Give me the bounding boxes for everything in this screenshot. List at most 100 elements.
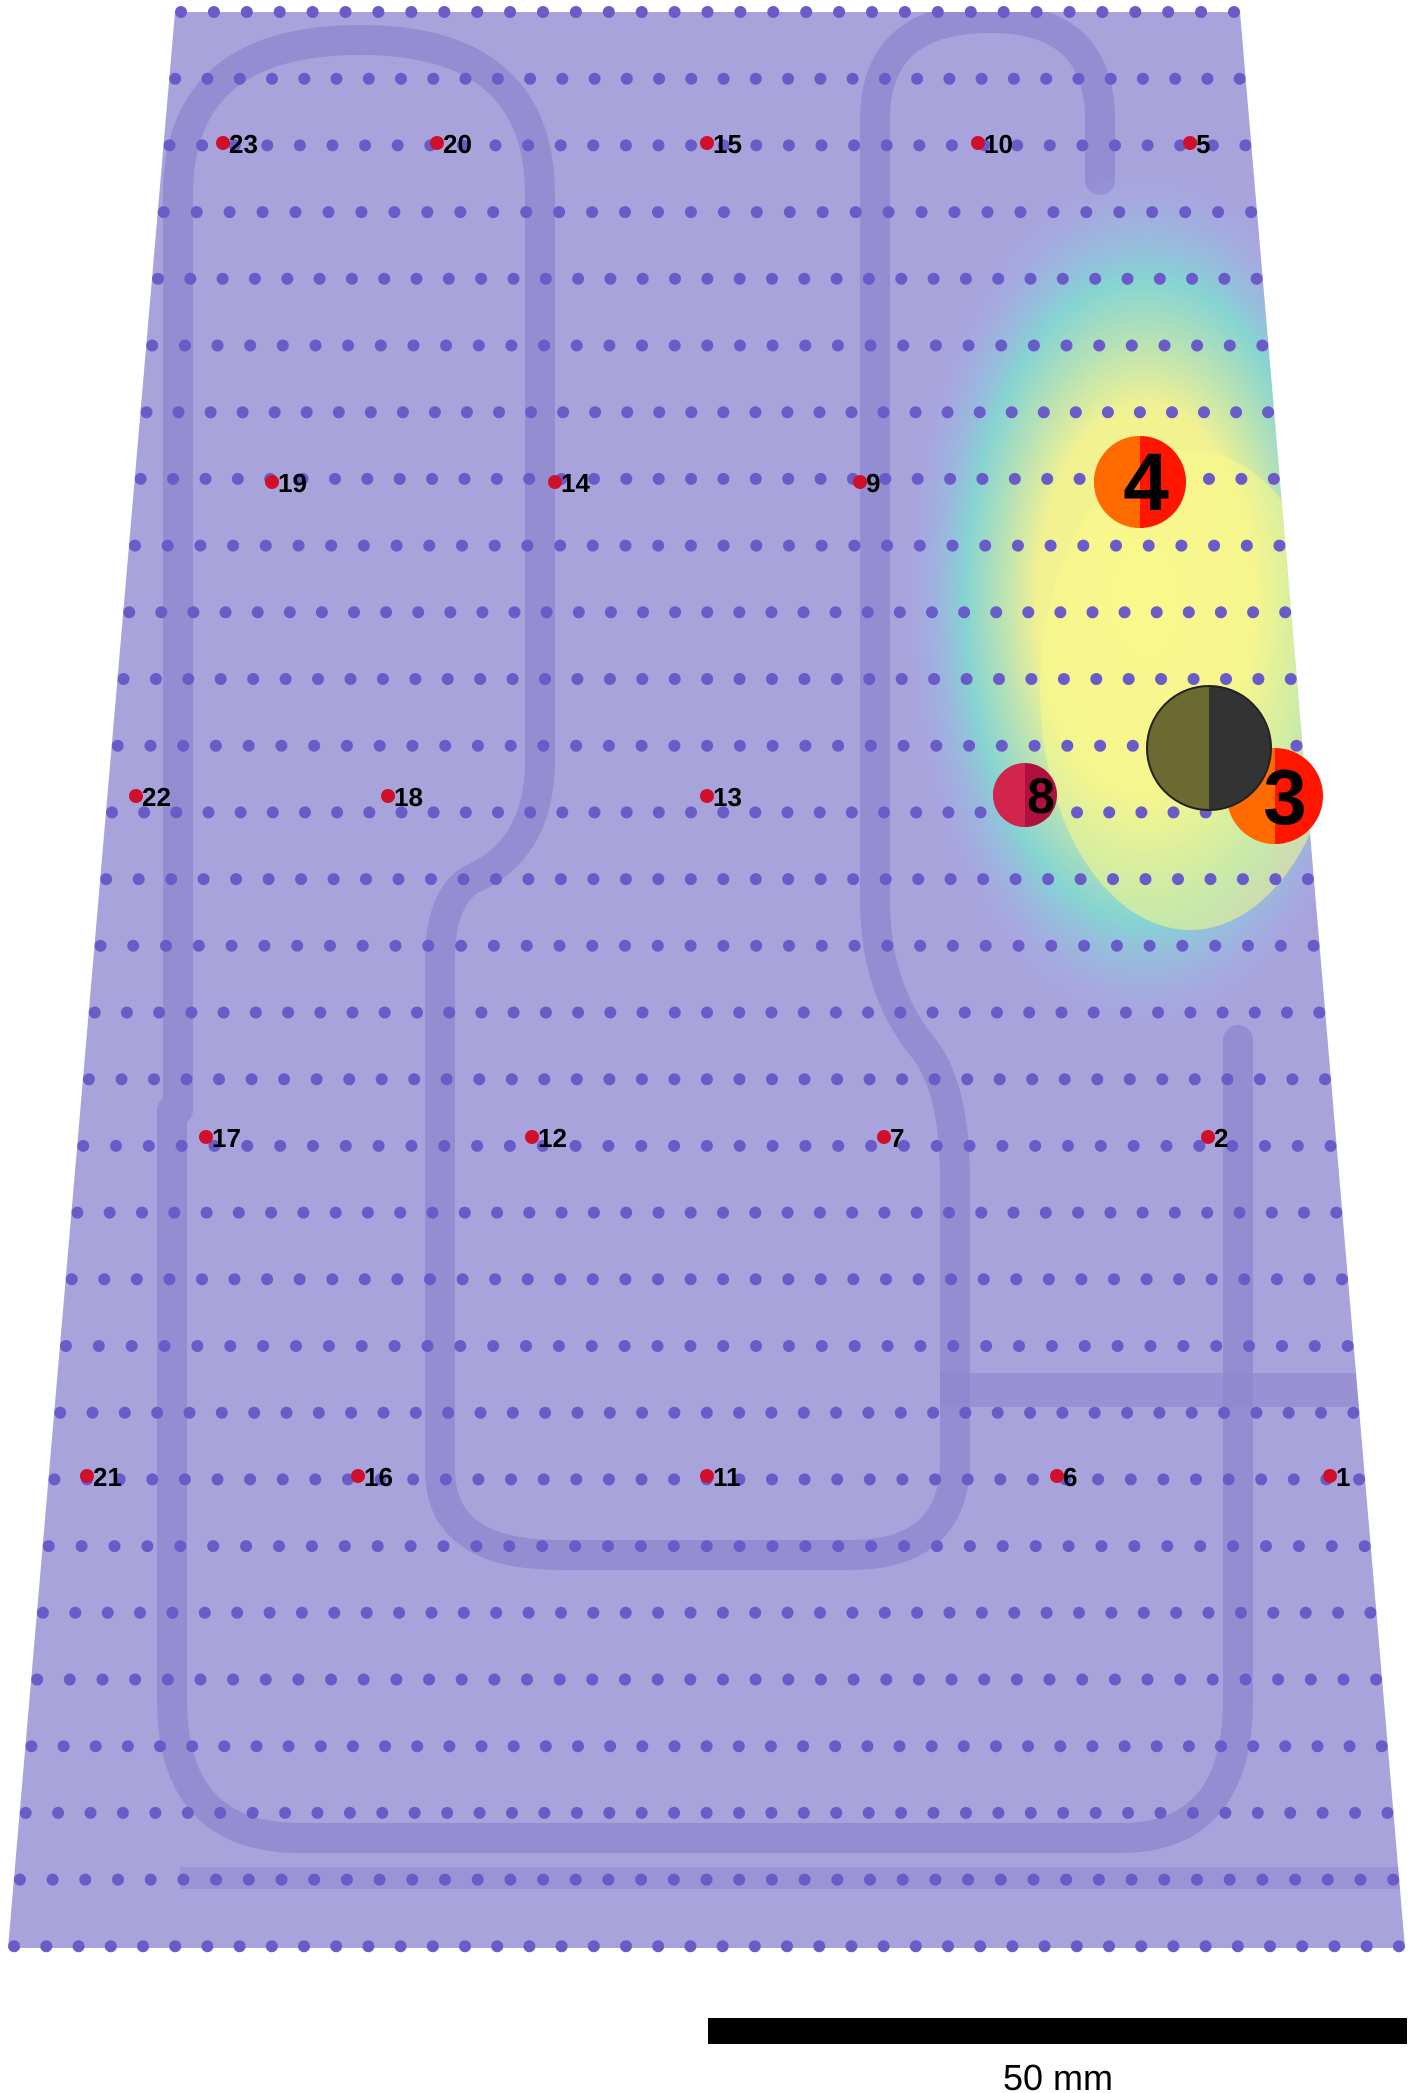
sensor-dot	[80, 1469, 94, 1483]
grid-dot	[426, 1206, 439, 1219]
grid-dot	[1195, 6, 1208, 18]
grid-dot	[963, 1139, 976, 1152]
grid-dot	[931, 6, 944, 18]
grid-dot	[455, 939, 468, 952]
grid-dot	[326, 1273, 339, 1286]
grid-dot	[380, 606, 393, 619]
grid-dot	[1103, 1940, 1115, 1953]
grid-dot	[427, 806, 440, 819]
grid-dot	[927, 1806, 940, 1819]
grid-dot	[1387, 1873, 1400, 1886]
grid-dot	[946, 939, 959, 952]
grid-dot	[1057, 673, 1070, 685]
grid-dot	[388, 206, 401, 219]
grid-dot	[476, 606, 489, 619]
grid-dot	[183, 1406, 196, 1419]
grid-dot	[231, 1606, 244, 1619]
sensor-11: 11	[700, 1462, 741, 1492]
sensor-8: 8	[993, 763, 1057, 827]
grid-dot	[115, 1073, 128, 1086]
grid-dot	[652, 472, 665, 485]
grid-dot	[555, 1940, 568, 1953]
grid-dot	[1006, 1940, 1019, 1953]
grid-dot	[684, 539, 697, 552]
grid-dot	[996, 1139, 1009, 1152]
grid-dot	[716, 1606, 729, 1619]
grid-dot	[635, 6, 648, 18]
grid-dot	[1273, 539, 1286, 552]
grid-dot	[864, 739, 877, 752]
grid-dot	[1076, 139, 1089, 152]
grid-dot	[1110, 939, 1123, 952]
grid-dot	[175, 6, 187, 18]
grid-dot	[283, 606, 296, 619]
grid-dot	[586, 1273, 599, 1286]
grid-dot	[1154, 1806, 1167, 1819]
grid-dot	[181, 1806, 194, 1819]
grid-dot	[994, 1873, 1007, 1886]
grid-dot	[1251, 1806, 1264, 1819]
grid-dot	[491, 72, 504, 85]
grid-dot	[1143, 939, 1156, 952]
grid-dot	[292, 539, 305, 552]
grid-dot	[1169, 72, 1182, 85]
grid-dot	[1090, 673, 1103, 685]
grid-dot	[1187, 673, 1200, 685]
grid-dot	[1247, 606, 1260, 619]
grid-dot	[172, 406, 185, 419]
grid-dot	[378, 272, 391, 285]
grid-dot	[1191, 1873, 1203, 1886]
grid-dot	[1190, 1473, 1202, 1486]
grid-dot	[293, 139, 306, 152]
grid-dot	[441, 1806, 454, 1819]
grid-dot	[372, 6, 385, 18]
grid-dot	[898, 1540, 911, 1553]
grid-dot	[1299, 1606, 1312, 1619]
grid-dot	[439, 1873, 451, 1886]
grid-dot	[896, 1473, 909, 1486]
grid-dot	[261, 1273, 274, 1286]
grid-dot	[766, 673, 778, 685]
grid-dot	[146, 339, 159, 352]
grid-dot	[1199, 1940, 1212, 1953]
grid-dot	[273, 1540, 285, 1553]
grid-dot	[1007, 72, 1020, 85]
grid-dot	[1056, 1406, 1069, 1419]
grid-dot	[96, 1673, 109, 1686]
grid-dot	[604, 1740, 617, 1753]
sensor-dot	[877, 1130, 891, 1144]
grid-dot	[620, 1940, 632, 1953]
grid-dot	[1298, 1206, 1310, 1219]
grid-dot	[265, 1940, 278, 1953]
grid-dot	[180, 1073, 193, 1086]
grid-dot	[1269, 873, 1282, 886]
grid-dot	[945, 1273, 958, 1286]
grid-dot	[148, 1073, 160, 1086]
grid-dot	[242, 1873, 255, 1886]
grid-dot	[1121, 1406, 1134, 1419]
grid-dot	[377, 1406, 390, 1419]
grid-dot	[1027, 1873, 1040, 1886]
grid-dot	[1153, 272, 1166, 285]
grid-dot	[390, 539, 403, 552]
grid-dot	[1284, 673, 1297, 685]
grid-dot	[281, 272, 294, 285]
grid-dot	[371, 1540, 384, 1553]
grid-dot	[409, 1406, 422, 1419]
grid-dot	[329, 472, 341, 485]
grid-dot	[893, 606, 906, 619]
grid-dot	[588, 806, 601, 819]
grid-dot	[833, 6, 846, 18]
grid-dot	[213, 1073, 225, 1086]
grid-dot	[1308, 1340, 1321, 1352]
grid-dot	[129, 1673, 142, 1686]
grid-dot	[554, 1273, 567, 1286]
grid-dot	[69, 1606, 82, 1619]
grid-dot	[228, 139, 241, 152]
grid-dot	[240, 1540, 253, 1553]
grid-dot	[1026, 1473, 1039, 1486]
grid-dot	[474, 1406, 487, 1419]
grid-dot	[1008, 1606, 1021, 1619]
grid-dot	[1062, 1540, 1075, 1553]
grid-dot	[652, 873, 665, 886]
